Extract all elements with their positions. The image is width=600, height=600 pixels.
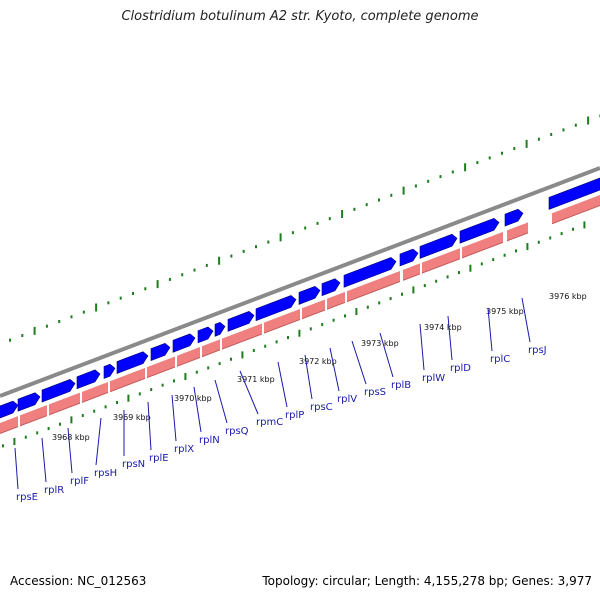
gene-arrow (103, 363, 116, 379)
tick-marks (9, 114, 600, 342)
gene-leader-line (214, 379, 228, 424)
gene-label-rpsN: rpsN (122, 459, 145, 470)
gene-leader-line (193, 386, 202, 433)
cds-block (422, 248, 460, 273)
gene-arrow (298, 285, 321, 305)
cds-block (302, 299, 325, 319)
gene-arrow (150, 342, 171, 362)
lower-tick-marks (2, 221, 586, 448)
kbp-label: 3974 kbp (424, 323, 462, 332)
gene-arrow (419, 233, 458, 259)
gene-label-rplP: rplP (285, 410, 304, 421)
cds-block (507, 222, 528, 241)
cds-block (552, 195, 600, 224)
gene-label-rpsH: rpsH (94, 468, 117, 479)
gene-label-rpsS: rpsS (364, 387, 386, 398)
cds-block (0, 416, 18, 433)
cds-block (327, 291, 345, 309)
gene-label-rplC: rplC (490, 354, 510, 365)
gene-arrow (399, 248, 419, 267)
gene-leader-line (329, 347, 340, 392)
gene-label-rplR: rplR (44, 485, 64, 496)
gene-label-rplF: rplF (70, 476, 89, 487)
cds-block (49, 392, 80, 415)
gene-leader-line (487, 307, 493, 352)
gene-arrow (17, 392, 41, 412)
gene-label-rpsJ: rpsJ (528, 345, 547, 356)
gene-leader-line (41, 437, 47, 483)
gene-leader-line (304, 354, 313, 400)
kbp-label: 3976 kbp (549, 292, 587, 301)
gene-label-rplN: rplN (199, 435, 220, 446)
cds-block (202, 339, 220, 357)
gene-label-rplX: rplX (174, 444, 194, 455)
gene-leader-line (171, 394, 177, 442)
cds-block (347, 271, 400, 302)
gene-arrow (197, 326, 214, 344)
gene-arrow (548, 177, 600, 210)
cds-block (82, 381, 108, 402)
cds-block (20, 405, 47, 426)
gene-arrow (227, 311, 255, 332)
cds-block (110, 367, 145, 392)
cds-block (403, 263, 420, 280)
gene-leader-line (379, 332, 394, 378)
cds-block (177, 347, 200, 366)
cds-block (264, 309, 300, 333)
gene-label-rplB: rplB (391, 380, 411, 391)
gene-arrow (172, 333, 196, 353)
gene-arrow (41, 379, 76, 403)
gene-label-rplE: rplE (149, 453, 169, 464)
gene-leader-line (239, 370, 259, 415)
gene-arrow (76, 369, 101, 390)
map-title: Clostridium botulinum A2 str. Kyoto, com… (121, 9, 479, 24)
gene-arrow (343, 257, 397, 288)
gene-leader-line (351, 340, 367, 385)
gene-leader-line (67, 427, 73, 474)
gene-arrow (459, 217, 500, 244)
gene-leader-line (277, 361, 288, 408)
kbp-label: 3971 kbp (237, 375, 275, 384)
gene-label-rpsC: rpsC (310, 402, 333, 413)
gene-leader-line (447, 315, 453, 361)
gene-arrow (504, 208, 524, 227)
gene-leader-line (95, 417, 102, 466)
kbp-label: 3975 kbp (486, 307, 524, 316)
cds-track (0, 195, 600, 434)
gene-leader-line (14, 447, 19, 490)
gene-leader-line (521, 297, 531, 343)
gene-arrow (214, 322, 226, 337)
gene-leader-line (147, 401, 152, 451)
kbp-label: 3972 kbp (299, 357, 337, 366)
cds-block (147, 356, 175, 378)
gene-track (0, 177, 600, 419)
gene-label-rplV: rplV (337, 394, 357, 405)
gene-label-rplW: rplW (422, 373, 445, 384)
accession-text: Accession: NC_012563 (10, 574, 147, 588)
kbp-label: 3968 kbp (52, 433, 90, 442)
genome-summary-text: Topology: circular; Length: 4,155,278 bp… (262, 574, 592, 588)
kbp-label: 3973 kbp (361, 339, 399, 348)
gene-label-rpmC: rpmC (256, 417, 283, 428)
kbp-labels: 3968 kbp 3969 kbp 3970 kbp 3971 kbp 3972 kbp… (52, 292, 587, 442)
gene-labels: rpsE rplR rplF rpsH rpsN rplE rplX rplN rpsQ rpmC… (14, 297, 547, 503)
gene-arrow (255, 295, 297, 322)
gene-arrow (321, 278, 341, 297)
backbone-line (0, 166, 600, 398)
kbp-label: 3969 kbp (113, 413, 151, 422)
cds-block (222, 323, 262, 349)
kbp-label: 3970 kbp (174, 394, 212, 403)
gene-label-rplD: rplD (450, 363, 471, 374)
genome-backbone (0, 166, 600, 398)
gene-arrow (116, 351, 149, 374)
gene-leader-line (419, 323, 425, 371)
cds-block (462, 231, 503, 258)
gene-label-rpsQ: rpsQ (225, 426, 249, 437)
gene-arrow (0, 400, 19, 419)
gene-label-rpsE: rpsE (16, 492, 38, 503)
